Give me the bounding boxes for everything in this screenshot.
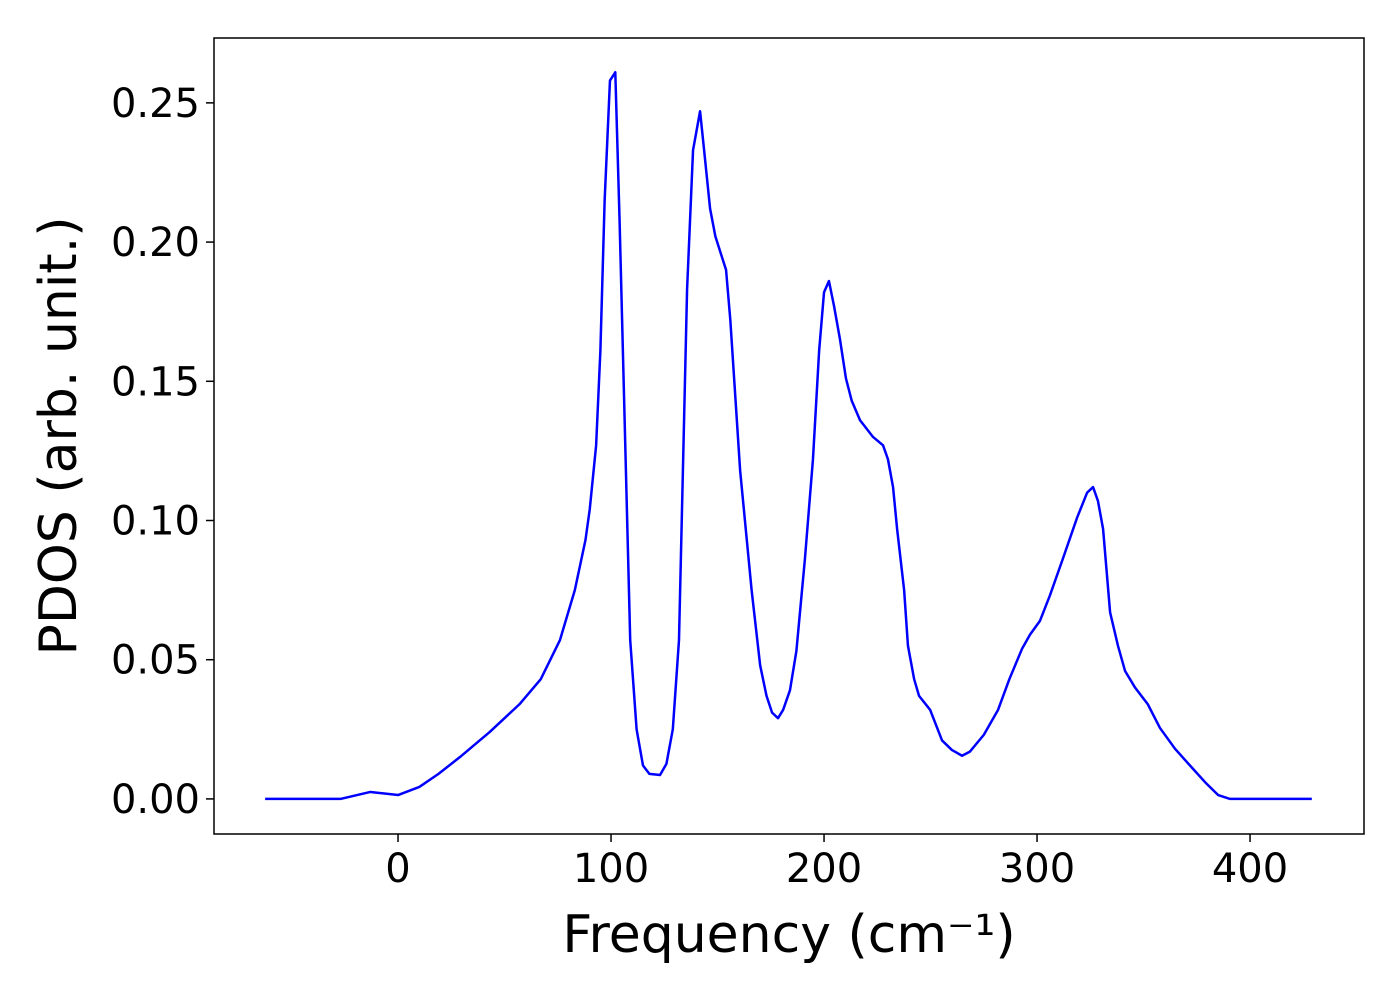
plot-frame [213, 37, 1365, 835]
x-tick-label: 100 [573, 846, 649, 892]
y-tick-label: 0.05 [111, 638, 200, 684]
x-axis-label: Frequency (cm⁻¹) [562, 905, 1015, 965]
y-tick-label: 0.25 [111, 81, 200, 127]
x-tick-label: 0 [385, 846, 410, 892]
x-tick-label: 300 [999, 846, 1075, 892]
y-tick-label: 0.10 [111, 499, 200, 545]
data-line [265, 70, 1312, 801]
y-tick-label: 0.15 [111, 359, 200, 405]
y-axis-label: PDOS (arb. unit.) [29, 216, 89, 655]
y-tick-label: 0.00 [111, 777, 200, 823]
y-tick-label: 0.20 [111, 220, 200, 266]
x-tick-label: 200 [786, 846, 862, 892]
x-tick-label: 400 [1212, 846, 1288, 892]
